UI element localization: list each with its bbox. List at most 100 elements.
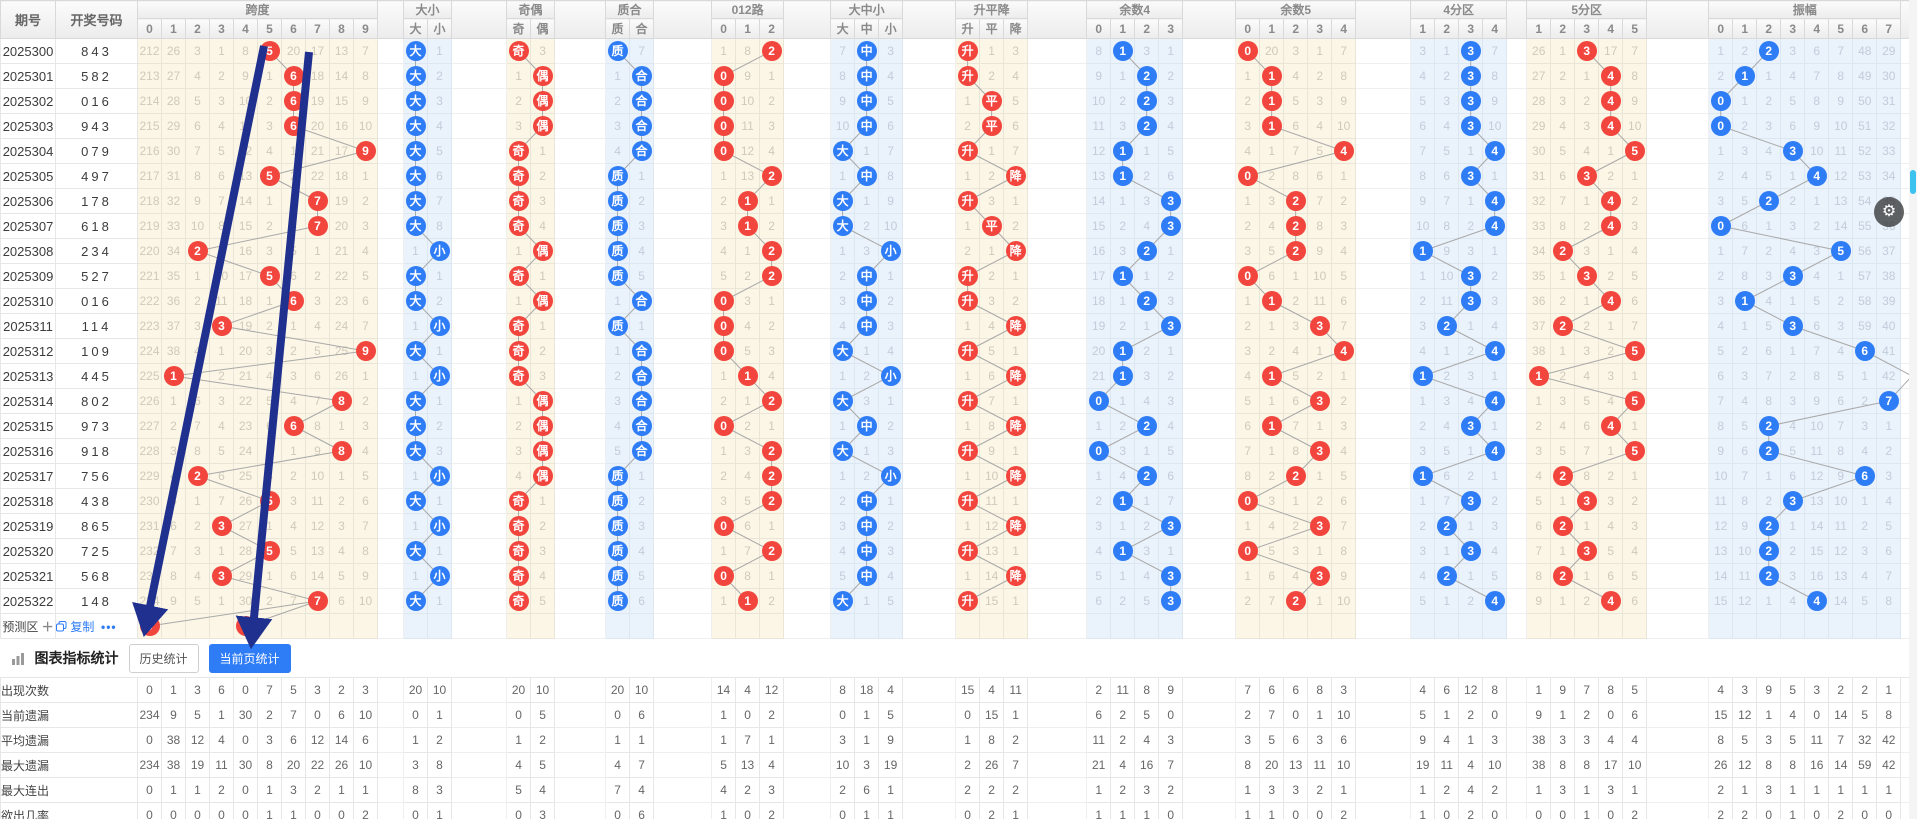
miss-count: 3	[1167, 394, 1174, 408]
miss-count: 224	[139, 344, 160, 358]
miss-count: 2	[1119, 594, 1126, 608]
more-options-button[interactable]: •••	[101, 619, 117, 634]
trend-cell: 7	[1708, 388, 1734, 414]
trend-cell: 3	[1780, 138, 1806, 164]
miss-count: 1	[988, 244, 995, 258]
gap-cell	[377, 63, 405, 89]
stats-value: 0	[209, 802, 234, 819]
miss-count: 1	[539, 494, 546, 508]
miss-count: 4	[1491, 319, 1499, 333]
gap-cell	[1646, 488, 1710, 514]
trend-cell: 2	[352, 188, 379, 214]
miss-count: 4	[170, 469, 177, 483]
trend-cell: 中	[854, 163, 880, 189]
period-cell: 2025307	[0, 213, 56, 239]
miss-count: 10	[310, 469, 325, 483]
plus-icon[interactable]: ＋	[41, 619, 54, 634]
miss-count: 8	[988, 419, 995, 433]
miss-count: 33	[1882, 144, 1896, 158]
trend-cell: 26	[161, 38, 186, 64]
trend-cell: 1	[605, 288, 631, 314]
hit-circle: 4	[1484, 441, 1505, 461]
stats-value: 5	[878, 702, 904, 728]
miss-count: 10	[1628, 119, 1642, 133]
trend-cell	[1307, 613, 1333, 639]
gap-cell	[451, 113, 508, 139]
trend-cell	[506, 613, 532, 639]
period-cell: 2025305	[0, 163, 56, 189]
trend-cell: 32	[1876, 113, 1902, 139]
miss-count: 8	[314, 419, 321, 433]
trend-cell: 3	[257, 338, 282, 364]
stats-value: 1	[1876, 777, 1902, 803]
trend-cell: 1	[735, 188, 761, 214]
miss-count: 2	[1741, 44, 1749, 58]
miss-count: 6	[314, 369, 321, 383]
miss-count: 6	[266, 419, 273, 433]
trend-cell: 6	[1307, 163, 1333, 189]
trend-cell: 5	[1003, 88, 1029, 114]
trend-cell: 质	[605, 163, 631, 189]
copy-button[interactable]: 复制	[56, 620, 94, 634]
current-page-stats-button[interactable]: 当前页统计	[208, 643, 291, 673]
gap-cell	[653, 538, 713, 564]
trend-cell: 6	[1828, 388, 1854, 414]
miss-count: 1	[1861, 369, 1869, 383]
sub-header: 2	[1283, 18, 1309, 39]
trend-cell: 223	[137, 313, 162, 339]
trend-cell: 2	[1458, 213, 1484, 239]
hit-circle: 大	[405, 191, 426, 211]
gap-cell	[1182, 802, 1237, 819]
trend-cell: 8	[427, 213, 453, 239]
miss-count: 3	[1419, 444, 1427, 458]
miss-count: 3	[1717, 294, 1725, 308]
stats-value: 19	[1410, 752, 1436, 778]
trend-cell: 7	[427, 188, 453, 214]
prediction-label-cell[interactable]: 预测区 ＋	[0, 613, 56, 639]
scrollbar-track[interactable]	[1909, 0, 1917, 819]
miss-count: 5	[1885, 519, 1893, 533]
miss-count: 5	[1012, 94, 1019, 108]
trend-cell: 3	[506, 438, 532, 464]
miss-count: 5	[1741, 419, 1749, 433]
miss-count: 8	[1292, 169, 1299, 183]
trend-cell: 4	[1780, 63, 1806, 89]
trend-cell: 1	[1708, 138, 1734, 164]
trend-cell: 1	[735, 213, 761, 239]
trend-cell: 中	[854, 88, 880, 114]
miss-count: 6	[194, 394, 201, 408]
miss-count: 5	[362, 469, 369, 483]
trend-cell	[1598, 613, 1624, 639]
sub-header: 3	[1307, 18, 1333, 39]
miss-count: 33	[1532, 219, 1546, 233]
period-cell: 2025302	[0, 88, 56, 114]
trend-cell: 6	[1756, 338, 1782, 364]
scrollbar-thumb[interactable]	[1910, 170, 1916, 194]
trend-cell: 3	[1158, 313, 1184, 339]
hit-circle: 6	[283, 91, 304, 111]
trend-cell	[759, 613, 785, 639]
trend-cell: 奇	[506, 213, 532, 239]
miss-count: 1	[768, 69, 775, 83]
miss-count: 4	[1143, 569, 1150, 583]
miss-count: 3	[1813, 244, 1821, 258]
trend-cell: 3	[1158, 563, 1184, 589]
hit-circle: 奇	[508, 566, 529, 586]
miss-count: 4	[290, 519, 297, 533]
trend-cell: 9	[979, 438, 1005, 464]
gap-cell	[451, 313, 508, 339]
trend-cell: 5	[1086, 563, 1112, 589]
hit-circle: 2	[1136, 116, 1157, 136]
hit-circle: 偶	[532, 116, 553, 136]
trend-cell: 奇	[506, 338, 532, 364]
trend-cell: 大	[403, 338, 429, 364]
miss-count: 10	[1810, 144, 1824, 158]
miss-count: 5	[744, 344, 751, 358]
history-stats-button[interactable]: 历史统计	[128, 643, 199, 673]
trend-cell: 8	[352, 63, 379, 89]
settings-gear-button[interactable]: ⚙	[1874, 197, 1904, 227]
trend-cell: 3	[979, 188, 1005, 214]
trend-cell: 36	[1526, 288, 1552, 314]
miss-count: 4	[1559, 419, 1567, 433]
miss-count: 4	[1717, 319, 1725, 333]
